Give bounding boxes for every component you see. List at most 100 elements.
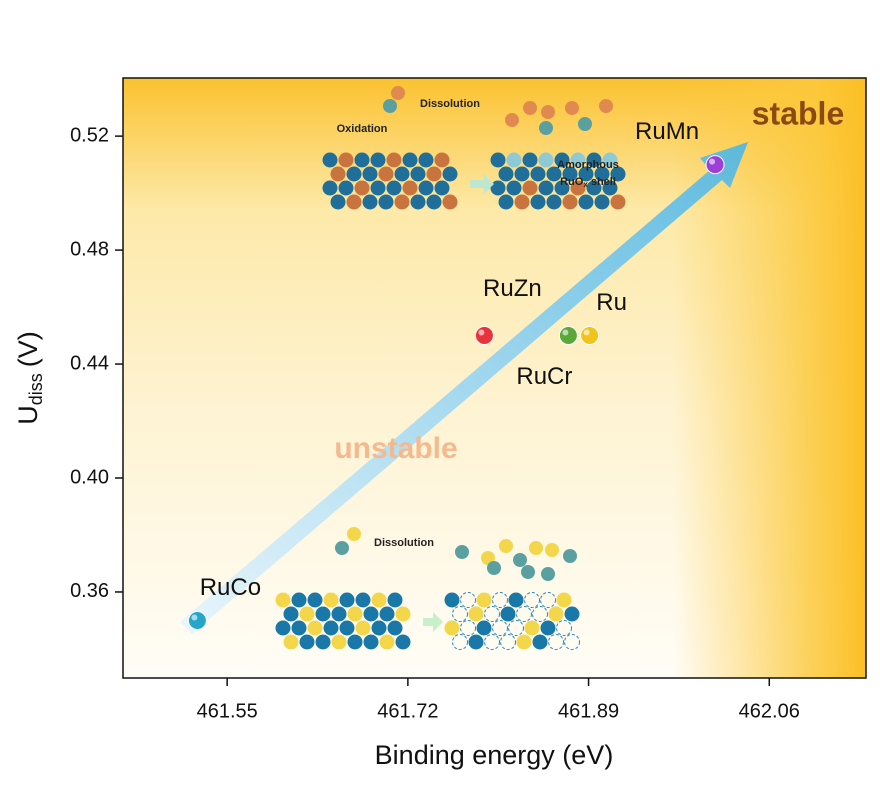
atom [562,194,578,210]
atom [291,620,307,636]
x-tick-label: 461.72 [377,700,438,722]
y-tick-label: 0.44 [70,352,109,374]
data-point-highlight [191,614,198,621]
inset-label-part: shell [588,176,616,188]
atom [434,152,450,168]
y-tick-label: 0.48 [70,238,109,260]
atom [500,606,516,622]
y-axis-label-sub: diss [26,373,46,405]
atom [275,592,291,608]
atom [331,634,347,650]
atom [548,634,564,650]
atom [283,634,299,650]
atom [492,620,508,636]
point-label: Ru [596,289,627,316]
atom [540,592,556,608]
atom [434,180,450,196]
plot-frame [122,77,867,679]
atom [370,180,386,196]
atom [476,620,492,636]
inset-label: RuOx shell [560,176,616,189]
atom [530,194,546,210]
atom [602,152,618,168]
atom [554,180,570,196]
atom [379,606,395,622]
atom [354,152,370,168]
atom [548,606,564,622]
atom [452,634,468,650]
atom [578,117,592,131]
atom [490,180,506,196]
atom [570,152,586,168]
atom [355,620,371,636]
atom [500,634,516,650]
atom [346,166,362,182]
inset-arrow [470,174,494,194]
atom [570,180,586,196]
atom [610,166,626,182]
atom [386,180,402,196]
atom [371,592,387,608]
atom [307,592,323,608]
atom [564,634,580,650]
atom [521,565,535,579]
atom [529,541,543,555]
atom [513,553,527,567]
atom [386,152,402,168]
atom [291,592,307,608]
atom [539,121,553,135]
atom [514,194,530,210]
x-tick-label: 462.06 [739,700,800,722]
atom [484,634,500,650]
atom [339,592,355,608]
data-point [474,326,494,346]
y-axis-label-main: U [13,405,43,425]
atom [532,606,548,622]
atom [554,152,570,168]
atom [378,194,394,210]
atom [322,152,338,168]
atom [283,606,299,622]
atom [418,180,434,196]
atom [523,101,537,115]
atom [330,194,346,210]
inset-label-sub: x [583,180,588,189]
data-point-highlight [709,158,716,165]
atom [476,592,492,608]
y-axis-label: Udiss (V) [13,331,46,425]
atom [508,592,524,608]
atom [487,561,501,575]
atom [524,592,540,608]
atom [363,606,379,622]
atom [378,166,394,182]
atom [363,634,379,650]
atom [330,166,346,182]
atom [346,194,362,210]
atom [362,194,378,210]
atom [499,539,513,553]
atom [468,606,484,622]
atom [586,152,602,168]
atom [383,99,397,113]
y-tick-label: 0.36 [70,580,109,602]
atom [452,606,468,622]
atom [362,166,378,182]
atom [545,543,559,557]
inset-arrow [423,612,443,632]
atom [444,592,460,608]
point-label: RuCr [516,363,572,390]
atom [387,620,403,636]
atom [468,634,484,650]
atom [524,620,540,636]
atom [370,152,386,168]
atom [442,166,458,182]
atom [394,166,410,182]
atom [522,152,538,168]
atom [541,105,555,119]
atom [347,527,361,541]
y-tick-label: 0.52 [70,124,109,146]
atom [602,180,618,196]
atom [460,620,476,636]
atom [546,194,562,210]
atom [402,152,418,168]
